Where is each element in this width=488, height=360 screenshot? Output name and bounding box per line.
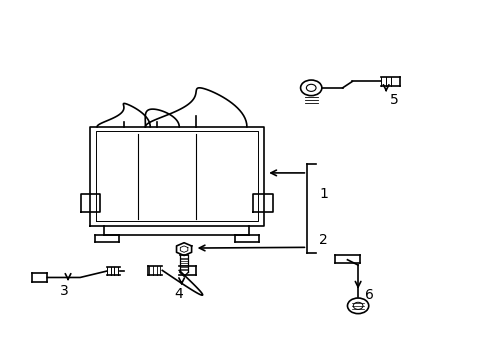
Text: 3: 3 [60, 284, 69, 298]
Text: 4: 4 [174, 288, 183, 301]
Text: 5: 5 [389, 93, 398, 107]
Text: 6: 6 [365, 288, 373, 302]
Text: 1: 1 [319, 187, 327, 201]
Text: 2: 2 [319, 233, 327, 247]
